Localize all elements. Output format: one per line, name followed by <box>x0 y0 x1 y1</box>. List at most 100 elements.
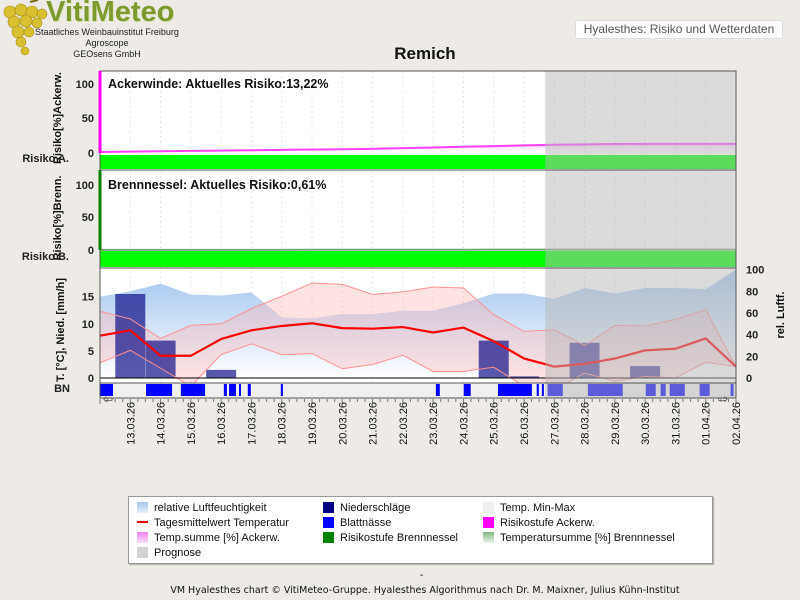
footer-credit: VM Hyalesthes chart © VitiMeteo-Gruppe. … <box>170 585 680 596</box>
x-tick-label: 19.03.26 <box>307 402 319 445</box>
weather-y-tick: 5 <box>88 346 94 358</box>
legend-label: Prognose <box>154 547 202 559</box>
precip-bar <box>115 293 146 378</box>
grape-logo-icon <box>3 0 48 56</box>
brenn-y-tick: 100 <box>76 180 94 192</box>
chart-title: Remich <box>394 44 456 63</box>
humidity-y-tick: 0 <box>746 373 752 385</box>
legend-label: relative Luftfeuchtigkeit <box>154 502 267 514</box>
x-tick-label: 27.03.26 <box>549 402 561 445</box>
leafwet-swatch-icon <box>323 517 334 528</box>
x-tick-label: 30.03.26 <box>640 402 652 445</box>
weather-y-title: T. [°C], Nied. [mm/h] <box>55 278 67 382</box>
legend-item: Prognose <box>137 546 201 561</box>
legend-item: Risikostufe Ackerw. <box>483 516 595 531</box>
acker-risk-swatch-icon <box>483 517 494 528</box>
leaf-wetness-bar <box>100 384 114 396</box>
leaf-wetness-bar <box>497 384 532 396</box>
x-tick-label: 26.03.26 <box>519 402 531 445</box>
x-tick-label: 20.03.26 <box>337 402 349 445</box>
legend-item: Risikostufe Brennnessel <box>323 531 458 546</box>
leaf-wetness-bar <box>541 384 544 396</box>
x-tick-label: 21.03.26 <box>368 402 380 445</box>
legend-item: Tagesmittelwert Temperatur <box>137 516 289 531</box>
leaf-wetness-bar <box>146 384 173 396</box>
temp-line-swatch-icon <box>137 521 148 523</box>
x-tick-label: 02.04.26 <box>731 402 743 445</box>
logo-text: VitiMeteo <box>46 0 175 28</box>
brenn-y-tick: 0 <box>88 245 94 257</box>
legend-label: Risikostufe Brennnessel <box>340 532 459 544</box>
x-tick-label: 01.04.26 <box>701 402 713 445</box>
humidity-y-tick: 80 <box>746 286 758 298</box>
legend-item: Temperatursumme [%] Brennnessel <box>483 531 675 546</box>
bn-label: BN <box>54 383 70 395</box>
legend-item: Temp. Min-Max <box>483 501 575 516</box>
acker-sum-swatch-icon <box>137 532 148 543</box>
leaf-wetness-bar <box>536 384 539 396</box>
footer-dash: - <box>420 570 424 581</box>
legend-label: Niederschläge <box>340 502 411 514</box>
org-line: Staatliches Weinbauinstitut Freiburg <box>35 27 179 37</box>
legend-item: relative Luftfeuchtigkeit <box>137 501 267 516</box>
legend-label: Blattnässe <box>340 517 392 529</box>
brenn-y-tick: 50 <box>82 212 94 224</box>
humidity-y-tick: 100 <box>746 265 764 277</box>
panel-frame <box>99 382 737 399</box>
brenn-risk-label: Risiko B. <box>22 251 69 263</box>
legend-label: Temp.summe [%] Ackerw. <box>154 532 280 544</box>
leaf-wetness-bar <box>180 384 206 396</box>
x-tick-label: 15.03.26 <box>186 402 198 445</box>
prognosis-swatch-icon <box>137 547 148 558</box>
legend-label: Temp. Min-Max <box>500 502 576 514</box>
weather-y-tick: 0 <box>88 373 94 385</box>
brenn-risk-swatch-icon <box>323 532 334 543</box>
acker-y-tick: 50 <box>82 113 94 125</box>
x-tick-label: 22.03.26 <box>398 402 410 445</box>
brenn-current-risk: Brennnessel: Aktuelles Risiko:0,61% <box>108 178 326 192</box>
precip-swatch-icon <box>323 502 334 513</box>
legend-label: Risikostufe Ackerw. <box>500 517 595 529</box>
x-tick-label: 16.03.26 <box>216 402 228 445</box>
x-tick-label: 24.03.26 <box>458 402 470 445</box>
x-tick-label: 28.03.26 <box>580 402 592 445</box>
x-tick-label: 23.03.26 <box>428 402 440 445</box>
brenn-sum-swatch-icon <box>483 532 494 543</box>
leaf-wetness-bar <box>435 384 440 396</box>
x-tick-label: 25.03.26 <box>489 402 501 445</box>
leaf-wetness-bar <box>229 384 236 396</box>
leaf-wetness-bar <box>463 384 471 396</box>
acker-y-tick: 100 <box>76 79 94 91</box>
x-tick-label: 29.03.26 <box>610 402 622 445</box>
x-tick-label: 17.03.26 <box>246 402 258 445</box>
brenn-y-title: Risiko[%]Brenn. <box>52 176 64 261</box>
legend-label: Tagesmittelwert Temperatur <box>154 517 289 529</box>
leaf-wetness-bar <box>223 384 227 396</box>
humidity-y-tick: 40 <box>746 330 758 342</box>
x-tick-label: 14.03.26 <box>156 402 168 445</box>
acker-risk-label: Risiko A. <box>22 153 69 165</box>
minmax-swatch-icon <box>483 502 494 513</box>
org-line: GEOsens GmbH <box>73 49 141 59</box>
chart-canvas: 100 50 0 100 50 0 0 5 10 15 0 20 40 60 80 100 Risiko[%]A… <box>22 70 787 445</box>
weather-y-tick: 15 <box>82 292 94 304</box>
leaf-wetness-bar <box>247 384 251 396</box>
weather-y-tick: 10 <box>82 319 94 331</box>
humidity-y-title: rel. Luftf. <box>775 291 787 338</box>
leaf-wetness-bar <box>239 384 242 396</box>
legend: relative Luftfeuchtigkeit Niederschläge … <box>128 496 713 564</box>
precip-bar <box>509 376 539 378</box>
humidity-y-tick: 20 <box>746 351 758 363</box>
app-label: Hyalesthes: Risiko und Wetterdaten <box>575 20 783 39</box>
legend-item: Blattnässe <box>323 516 391 531</box>
acker-current-risk: Ackerwinde: Aktuelles Risiko:13,22% <box>108 77 328 91</box>
precip-bar <box>206 369 237 378</box>
legend-item: Niederschläge <box>323 501 410 516</box>
legend-label: Temperatursumme [%] Brennnessel <box>500 532 675 544</box>
acker-y-title: Risiko[%]Ackerw. <box>52 72 64 164</box>
humidity-y-tick: 60 <box>746 308 758 320</box>
org-line: Agroscope <box>85 38 129 48</box>
prognosis-overlay <box>545 71 736 398</box>
leaf-wetness-bar <box>280 384 283 396</box>
scroll-right-icon[interactable]: ⇨ <box>718 392 728 406</box>
